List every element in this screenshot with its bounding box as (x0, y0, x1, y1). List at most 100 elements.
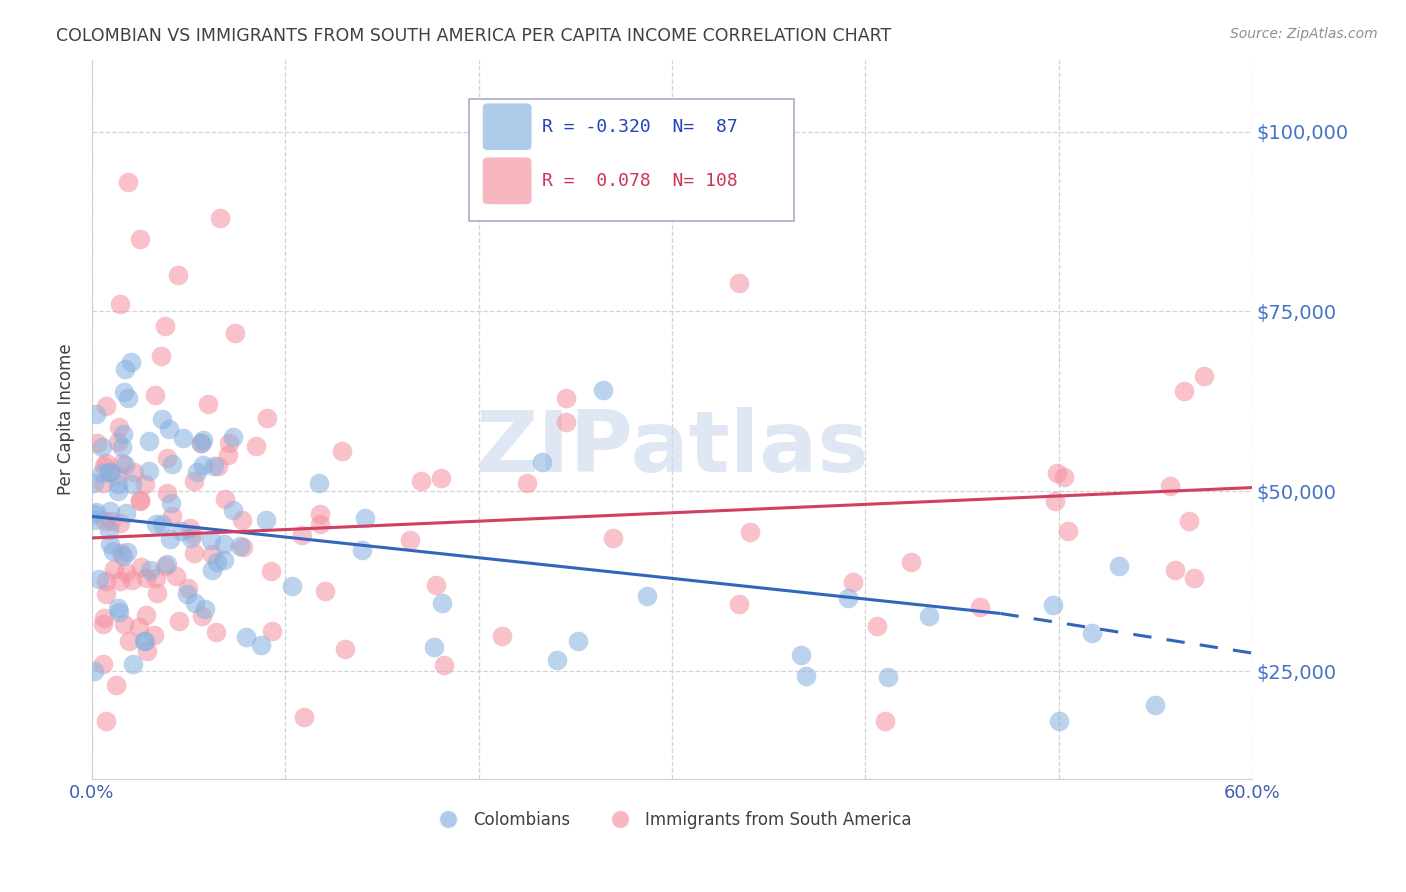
Point (207, 459, 229, 474)
Point (1159, 478, 1181, 492)
Point (153, 318, 176, 333)
Point (129, 232, 152, 246)
Point (191, 608, 214, 623)
Point (245, 440, 267, 454)
Point (491, 629, 513, 643)
Point (135, 644, 157, 658)
Point (94, 456, 117, 470)
Point (866, 619, 889, 633)
Point (112, 384, 135, 399)
Text: Source: ZipAtlas.com: Source: ZipAtlas.com (1230, 27, 1378, 41)
Point (93, 458, 115, 473)
Point (90, 466, 112, 480)
Point (217, 448, 239, 462)
Point (134, 634, 156, 648)
Point (112, 616, 135, 631)
Point (132, 633, 155, 648)
Point (205, 556, 228, 570)
Point (157, 421, 180, 435)
Point (281, 579, 304, 593)
Point (900, 555, 922, 569)
Point (120, 355, 142, 369)
Point (308, 507, 330, 521)
Point (1143, 698, 1166, 712)
Point (97, 524, 120, 538)
Point (1046, 466, 1069, 480)
Point (259, 564, 281, 578)
Point (1045, 494, 1067, 508)
Point (166, 268, 188, 283)
Point (118, 633, 141, 648)
Point (108, 574, 131, 588)
Point (208, 211, 231, 225)
Point (112, 426, 135, 441)
Point (98, 537, 121, 551)
Point (107, 605, 129, 619)
Point (842, 574, 865, 589)
Point (728, 276, 751, 290)
Point (186, 465, 208, 479)
Point (115, 506, 138, 520)
Point (114, 362, 136, 376)
Point (91, 617, 114, 632)
Point (309, 516, 332, 531)
Point (1173, 384, 1195, 398)
Point (111, 456, 134, 470)
Point (98, 466, 121, 480)
Point (94, 574, 117, 589)
Point (156, 557, 179, 571)
Point (229, 539, 252, 553)
Point (84, 407, 107, 421)
Point (409, 474, 432, 488)
Point (134, 477, 156, 491)
Point (139, 563, 162, 577)
Y-axis label: Per Capita Income: Per Capita Income (58, 343, 75, 495)
Point (433, 658, 456, 673)
Point (515, 476, 537, 491)
Point (180, 531, 202, 545)
Point (917, 609, 939, 624)
Point (108, 516, 131, 530)
Point (205, 625, 228, 640)
Point (107, 483, 129, 498)
Point (83, 508, 105, 522)
Point (160, 457, 183, 471)
Point (111, 549, 134, 563)
Point (546, 653, 568, 667)
Point (122, 657, 145, 671)
Point (103, 562, 125, 576)
Point (128, 620, 150, 634)
Point (314, 583, 336, 598)
Point (1057, 524, 1080, 538)
Point (162, 509, 184, 524)
Point (1182, 570, 1205, 584)
Point (197, 397, 219, 411)
Point (232, 540, 254, 554)
Point (740, 524, 762, 539)
Point (128, 492, 150, 507)
Point (873, 714, 896, 729)
Point (150, 412, 173, 426)
Point (111, 440, 134, 454)
FancyBboxPatch shape (482, 103, 531, 150)
Point (83, 476, 105, 491)
Point (202, 459, 225, 474)
Point (179, 521, 201, 535)
Point (399, 533, 422, 548)
Point (190, 436, 212, 450)
Point (292, 710, 315, 724)
Point (159, 533, 181, 547)
Point (105, 678, 128, 692)
Point (430, 596, 453, 610)
Point (1178, 515, 1201, 529)
Point (91, 657, 114, 671)
Point (150, 350, 173, 364)
Point (94, 714, 117, 729)
Point (135, 571, 157, 585)
Point (91, 475, 114, 490)
Point (796, 669, 818, 683)
Point (142, 628, 165, 642)
Point (1192, 369, 1215, 384)
Point (94, 587, 117, 601)
Point (194, 602, 217, 616)
